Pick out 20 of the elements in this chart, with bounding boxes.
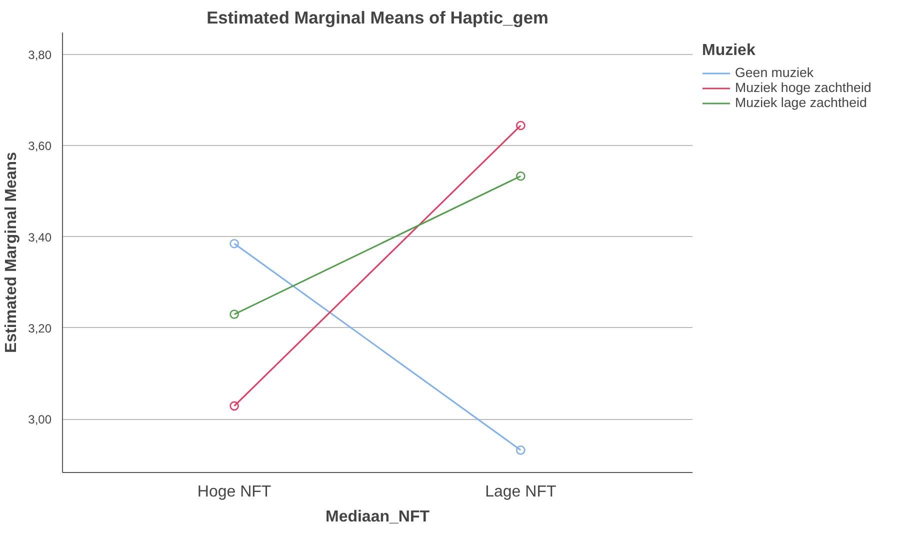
x-tick-label: Lage NFT bbox=[485, 484, 556, 500]
chart-title: Estimated Marginal Means of Haptic_gem bbox=[206, 8, 548, 28]
legend-label: Muziek lage zachtheid bbox=[735, 95, 867, 110]
y-tick-label: 3,00 bbox=[28, 412, 52, 427]
y-tick-label: 3,20 bbox=[28, 321, 52, 336]
legend-label: Muziek hoge zachtheid bbox=[735, 80, 872, 95]
legend-label: Geen muziek bbox=[735, 65, 814, 80]
point bbox=[516, 446, 526, 455]
y-tick-label: 3,40 bbox=[28, 230, 52, 244]
y-tick-label: 3,60 bbox=[28, 139, 52, 154]
point bbox=[230, 238, 239, 248]
point bbox=[516, 171, 526, 181]
point bbox=[230, 310, 239, 319]
point bbox=[230, 401, 239, 411]
x-tick-label: Hoge NFT bbox=[197, 484, 272, 500]
legend-title: Muziek bbox=[702, 42, 756, 60]
x-axis-title: Mediaan_NFT bbox=[325, 508, 430, 526]
y-tick-label: 3,80 bbox=[28, 48, 52, 62]
y-axis-title: Estimated Marginal Means bbox=[3, 152, 20, 353]
point bbox=[516, 120, 526, 130]
